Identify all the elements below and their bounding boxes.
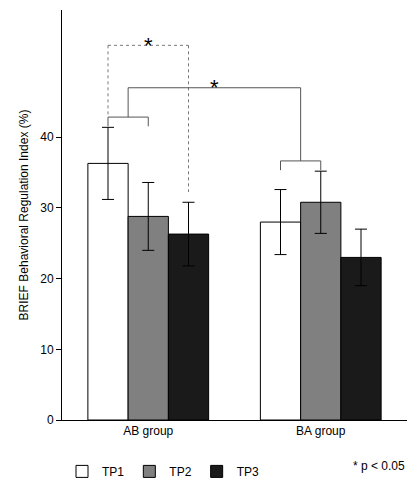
svg-text:TP3: TP3 [237,465,259,479]
svg-text:40: 40 [40,130,54,144]
svg-text:*: * [210,75,219,100]
svg-text:30: 30 [40,201,54,215]
svg-text:TP2: TP2 [169,465,191,479]
svg-text:BRIEF Behavioral Regulation In: BRIEF Behavioral Regulation Index (%) [17,110,31,321]
svg-text:BA group: BA group [296,424,346,438]
svg-text:* p < 0.05: * p < 0.05 [353,459,405,473]
svg-text:20: 20 [40,272,54,286]
svg-text:TP1: TP1 [102,465,124,479]
svg-text:0: 0 [47,413,54,427]
svg-text:AB group: AB group [123,424,173,438]
svg-text:*: * [144,33,153,58]
svg-text:10: 10 [40,343,54,357]
